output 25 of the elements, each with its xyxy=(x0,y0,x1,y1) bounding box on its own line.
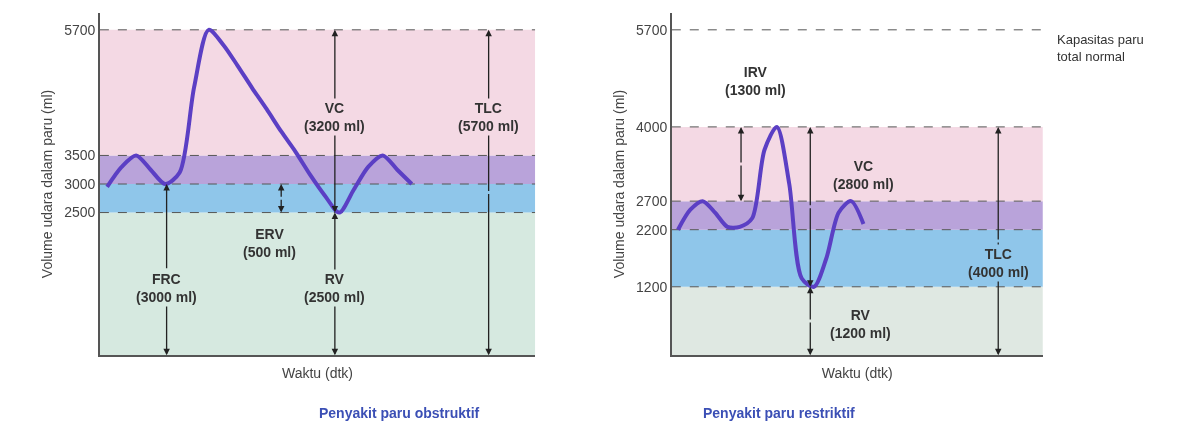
y-tick-label: 3000 xyxy=(64,175,96,192)
y-tick-label: 5700 xyxy=(64,21,96,38)
text: Penyakit paru restriktif xyxy=(703,405,856,421)
y-tick-label: 1200 xyxy=(636,278,668,295)
annotation: ERV (500 ml) xyxy=(243,226,296,261)
y-tick-label: 5700 xyxy=(636,21,668,38)
x-axis-title: Waktu (dtk) xyxy=(821,364,893,381)
annotation: RV (1200 ml) xyxy=(830,307,891,342)
annotation: TLC (4000 ml) xyxy=(968,246,1029,281)
y-axis-title: Volume udara dalam paru (ml) xyxy=(611,89,628,279)
annotation: VC (3200 ml) xyxy=(304,100,365,135)
y-tick-label: 2200 xyxy=(636,221,668,238)
ref-line-label: Kapasitas paru total normal xyxy=(1057,32,1144,64)
y-tick-label: 4000 xyxy=(636,118,668,135)
annotation: RV (2500 ml) xyxy=(304,271,365,306)
y-tick-label: 2500 xyxy=(64,204,96,221)
annotation: FRC (3000 ml) xyxy=(136,271,197,306)
y-tick-label: 3500 xyxy=(64,147,96,164)
annotation: IRV (1300 ml) xyxy=(725,64,786,99)
text: Penyakit paru obstruktif xyxy=(319,405,480,421)
y-tick-label: 2700 xyxy=(636,193,668,210)
x-axis-title: Waktu (dtk) xyxy=(281,364,353,381)
annotation: TLC (5700 ml) xyxy=(458,100,519,135)
annotation: VC (2800 ml) xyxy=(833,158,894,193)
y-axis-title: Volume udara dalam paru (ml) xyxy=(39,89,56,279)
